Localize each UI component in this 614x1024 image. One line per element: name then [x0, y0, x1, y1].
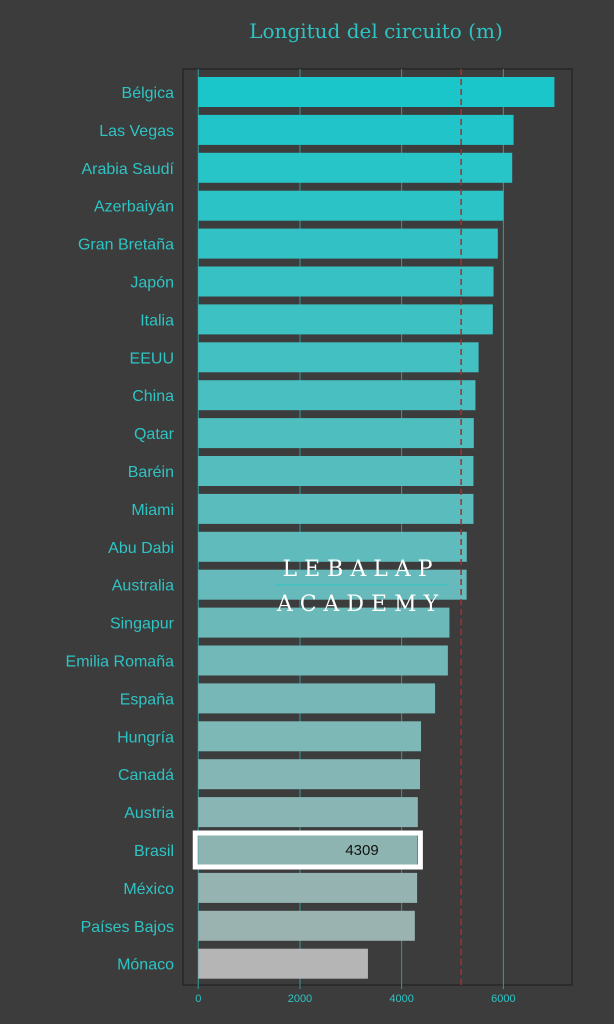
watermark: LEBALAP ACADEMY — [276, 557, 447, 617]
bar — [198, 114, 514, 145]
watermark-line2: ACADEMY — [276, 592, 445, 617]
category-label: Singapur — [110, 616, 175, 633]
category-labels: Bélgica Las Vegas Arabia Saudí Azerbaiyán Gr… — [66, 85, 175, 974]
category-label: Miami — [131, 502, 174, 519]
category-label: Mónaco — [117, 957, 174, 974]
category-label: Bélgica — [122, 85, 175, 102]
category-label: Países Bajos — [81, 919, 174, 936]
bar — [198, 418, 474, 449]
bar — [198, 835, 418, 865]
bar — [198, 228, 498, 259]
bar — [198, 531, 467, 562]
category-label: Abu Dabi — [108, 540, 174, 557]
category-label: Arabia Saudí — [81, 161, 174, 178]
bar — [198, 493, 474, 524]
plot-area — [182, 68, 573, 986]
bar — [198, 721, 422, 752]
bar — [198, 683, 436, 714]
category-label: Japón — [130, 275, 174, 292]
bar — [198, 380, 476, 411]
bar — [198, 797, 418, 828]
category-label: Qatar — [134, 426, 175, 443]
category-label: Baréin — [128, 464, 174, 481]
x-tick-label: 2000 — [288, 993, 312, 1005]
bar — [198, 342, 479, 373]
category-label: España — [120, 691, 174, 708]
x-tick-label: 6000 — [491, 993, 515, 1005]
category-label: Hungría — [117, 729, 174, 746]
bar — [198, 266, 494, 297]
category-label: Brasil — [134, 843, 174, 860]
x-axis-ticks: 0 2000 4000 6000 — [195, 985, 516, 1005]
bar — [198, 645, 448, 676]
category-label: Emilia Romaña — [66, 654, 175, 671]
category-label: Austria — [124, 805, 174, 822]
bar — [198, 910, 415, 941]
x-tick-label: 4000 — [389, 993, 413, 1005]
category-label: China — [132, 388, 174, 405]
watermark-line1: LEBALAP — [282, 557, 439, 582]
category-label: Gran Bretaña — [78, 237, 174, 254]
category-label: EEUU — [130, 350, 174, 367]
bar — [198, 152, 513, 183]
highlight-group: 4309 — [192, 830, 423, 870]
bar — [198, 607, 450, 638]
category-label: Canadá — [118, 767, 174, 784]
bar — [198, 948, 368, 979]
category-label: Las Vegas — [99, 123, 174, 140]
bar — [198, 759, 421, 790]
bar — [198, 190, 504, 221]
bar — [198, 872, 418, 903]
category-label: Italia — [140, 312, 174, 329]
category-label: Australia — [112, 578, 174, 595]
category-label: México — [123, 881, 174, 898]
bar — [198, 77, 555, 107]
highlight-value-label: 4309 — [345, 842, 378, 859]
bar — [198, 304, 493, 335]
highlight-box — [192, 830, 423, 870]
x-tick-label: 0 — [195, 993, 201, 1005]
chart-title: Longitud del circuito (m) — [249, 19, 503, 43]
bar — [198, 456, 474, 486]
category-label: Azerbaiyán — [94, 199, 174, 216]
